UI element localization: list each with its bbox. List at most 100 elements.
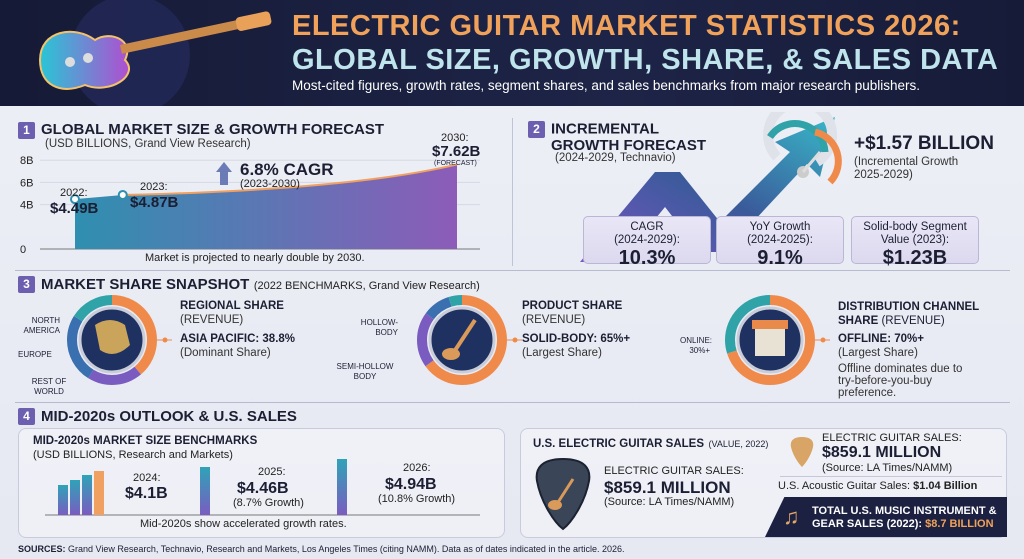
y-tick-label: 6B bbox=[20, 177, 33, 189]
up-arrow-stem bbox=[220, 171, 228, 185]
card-label: CAGR bbox=[630, 221, 664, 233]
product-value: SOLID-BODY: 65%+ bbox=[522, 333, 631, 345]
bench-2024-value: $4.1B bbox=[125, 485, 168, 502]
section-number: 3 bbox=[18, 276, 35, 294]
benchmark-bars bbox=[45, 459, 480, 516]
regional-sub: (REVENUE) bbox=[180, 314, 244, 326]
card-label: Solid-body Segment bbox=[863, 221, 967, 233]
section2-source: (2024-2029, Technavio) bbox=[555, 152, 676, 164]
us-sales-subheading: (VALUE, 2022) bbox=[708, 439, 769, 449]
title-line1: ELECTRIC GUITAR MARKET STATISTICS 2026: bbox=[292, 10, 961, 42]
incremental-growth-caption: (Incremental Growth 2025-2029) bbox=[854, 156, 958, 182]
section1-heading: GLOBAL MARKET SIZE & GROWTH FORECAST bbox=[41, 121, 385, 138]
electric-guitar-illustration bbox=[38, 0, 272, 106]
store-awning bbox=[752, 320, 788, 329]
distribution-sub: (REVENUE) bbox=[881, 315, 945, 327]
benchmark-bar bbox=[94, 471, 104, 515]
section3-title: 3 MARKET SHARE SNAPSHOT (2022 BENCHMARKS,… bbox=[18, 276, 480, 294]
section-divider bbox=[15, 402, 1010, 403]
product-sub: (REVENUE) bbox=[522, 314, 586, 326]
distribution-title-line1: DISTRIBUTION CHANNEL bbox=[838, 301, 980, 313]
divider-line bbox=[780, 476, 1002, 477]
globe-icon bbox=[95, 320, 130, 354]
regional-value: ASIA PACIFIC: 38.8% bbox=[180, 333, 296, 345]
incremental-growth-value: +$1.57 BILLION bbox=[854, 133, 994, 154]
section4-title: 4 MID-2020s OUTLOOK & U.S. SALES bbox=[18, 408, 297, 426]
card-label: (2024-2029): bbox=[614, 234, 680, 246]
point-2022-year: 2022: bbox=[60, 187, 88, 199]
section2-title: 2 INCREMENTAL GROWTH FORECAST bbox=[528, 121, 706, 153]
sources-footer: SOURCES: Grand View Research, Technavio,… bbox=[18, 544, 624, 554]
total-sales-banner bbox=[765, 497, 1007, 537]
total-line1: TOTAL U.S. MUSIC INSTRUMENT & bbox=[812, 505, 997, 517]
section4-heading: MID-2020s OUTLOOK & U.S. SALES bbox=[41, 408, 297, 425]
bench-2025-growth: (8.7% Growth) bbox=[233, 497, 304, 509]
us-sales-title: U.S. ELECTRIC GUITAR SALES (VALUE, 2022) bbox=[533, 434, 768, 452]
regional-donut-segment bbox=[67, 295, 157, 385]
sales-source-2: (Source: LA Times/NAMM) bbox=[822, 462, 953, 474]
section1-title: 1 GLOBAL MARKET SIZE & GROWTH FORECAST bbox=[18, 121, 384, 139]
distribution-title-line2: SHARE bbox=[838, 315, 879, 327]
distribution-value: OFFLINE: 70%+ bbox=[838, 333, 924, 345]
sales-value-2: $859.1 MILLION bbox=[822, 444, 942, 461]
us-sales-label: ELECTRIC GUITAR SALES: bbox=[604, 465, 744, 477]
total-value: $8.7 BILLION bbox=[925, 518, 994, 530]
cagr-period: (2023-2030) bbox=[240, 178, 300, 190]
section3-heading: MARKET SHARE SNAPSHOT bbox=[41, 276, 250, 293]
regional-donut-segment bbox=[67, 295, 157, 385]
benchmark-bar bbox=[82, 475, 92, 515]
header-banner: ELECTRIC GUITAR MARKET STATISTICS 2026: … bbox=[0, 0, 1024, 106]
vertical-divider bbox=[512, 118, 513, 266]
yoy-growth-card: YoY Growth (2024-2025): 9.1% bbox=[716, 216, 844, 269]
sources-text: Grand View Research, Technavio, Research… bbox=[68, 544, 625, 554]
section-number: 1 bbox=[18, 121, 35, 139]
point-2030-tag: (FORECAST) bbox=[434, 160, 477, 167]
solid-body-card: Solid-body Segment Value (2023): $1.23B bbox=[851, 216, 979, 269]
label-north-america: NORTH AMERICA bbox=[23, 316, 60, 335]
up-arrow-icon bbox=[216, 162, 232, 172]
benchmark-bar bbox=[70, 480, 80, 515]
label-semi-hollow-body: SEMI-HOLLOW BODY bbox=[336, 362, 394, 381]
cagr-value: 6.8% CAGR bbox=[240, 160, 334, 179]
title-line2: GLOBAL SIZE, GROWTH, SHARE, & SALES DATA bbox=[292, 44, 999, 76]
point-2022-value: $4.49B bbox=[50, 200, 99, 217]
label-europe: EUROPE bbox=[18, 350, 52, 359]
trend-line bbox=[122, 163, 458, 196]
point-2023-value: $4.87B bbox=[130, 194, 179, 211]
market-size-area-chart: 0 4B 6B 8B bbox=[20, 155, 480, 255]
caption-line1: (Incremental Growth bbox=[854, 156, 959, 168]
area-series bbox=[75, 164, 457, 249]
bench-2026-growth: (10.8% Growth) bbox=[378, 493, 456, 505]
subtitle: Most-cited figures, growth rates, segmen… bbox=[292, 78, 921, 93]
regional-title: REGIONAL SHARE bbox=[180, 300, 284, 312]
bench-2026-year: 2026: bbox=[403, 462, 431, 474]
distribution-note: (Largest Share) bbox=[838, 347, 918, 359]
y-tick-label: 8B bbox=[20, 155, 33, 167]
card-value: $1.23B bbox=[882, 247, 948, 269]
bench-2024-year: 2024: bbox=[133, 472, 161, 484]
regional-donut-segment bbox=[67, 295, 157, 385]
distribution-description: Offline dominates due to try-before-you-b… bbox=[838, 363, 962, 399]
card-value: 10.3% bbox=[618, 247, 676, 269]
us-sales-value: $859.1 MILLION bbox=[604, 478, 731, 497]
y-tick-label: 4B bbox=[20, 200, 33, 212]
online-value: 30%+ bbox=[689, 346, 710, 355]
desc-line: preference. bbox=[838, 387, 897, 399]
sales-label-2: ELECTRIC GUITAR SALES: bbox=[822, 432, 962, 444]
distribution-donut-segment bbox=[725, 295, 815, 385]
section1-source: (USD BILLIONS, Grand View Research) bbox=[45, 138, 251, 150]
us-sales-source: (Source: LA Times/NAMM) bbox=[604, 496, 735, 508]
gold-pick-icon bbox=[790, 437, 814, 467]
card-value: 9.1% bbox=[757, 247, 803, 269]
data-point bbox=[70, 194, 80, 205]
guitar-pick-icon bbox=[535, 457, 591, 531]
section2-heading-line2: GROWTH FORECAST bbox=[551, 137, 706, 154]
benchmark-bar bbox=[200, 467, 210, 515]
benchmarks-source: (USD BILLIONS, Research and Markets) bbox=[33, 449, 233, 461]
card-label: YoY Growth bbox=[749, 221, 811, 233]
distribution-title: DISTRIBUTION CHANNEL SHARE (REVENUE) bbox=[838, 300, 979, 328]
card-label: (2024-2025): bbox=[747, 234, 813, 246]
acoustic-label: U.S. Acoustic Guitar Sales: bbox=[778, 480, 911, 492]
online-label: ONLINE: bbox=[680, 336, 713, 345]
section-number: 2 bbox=[528, 121, 545, 138]
